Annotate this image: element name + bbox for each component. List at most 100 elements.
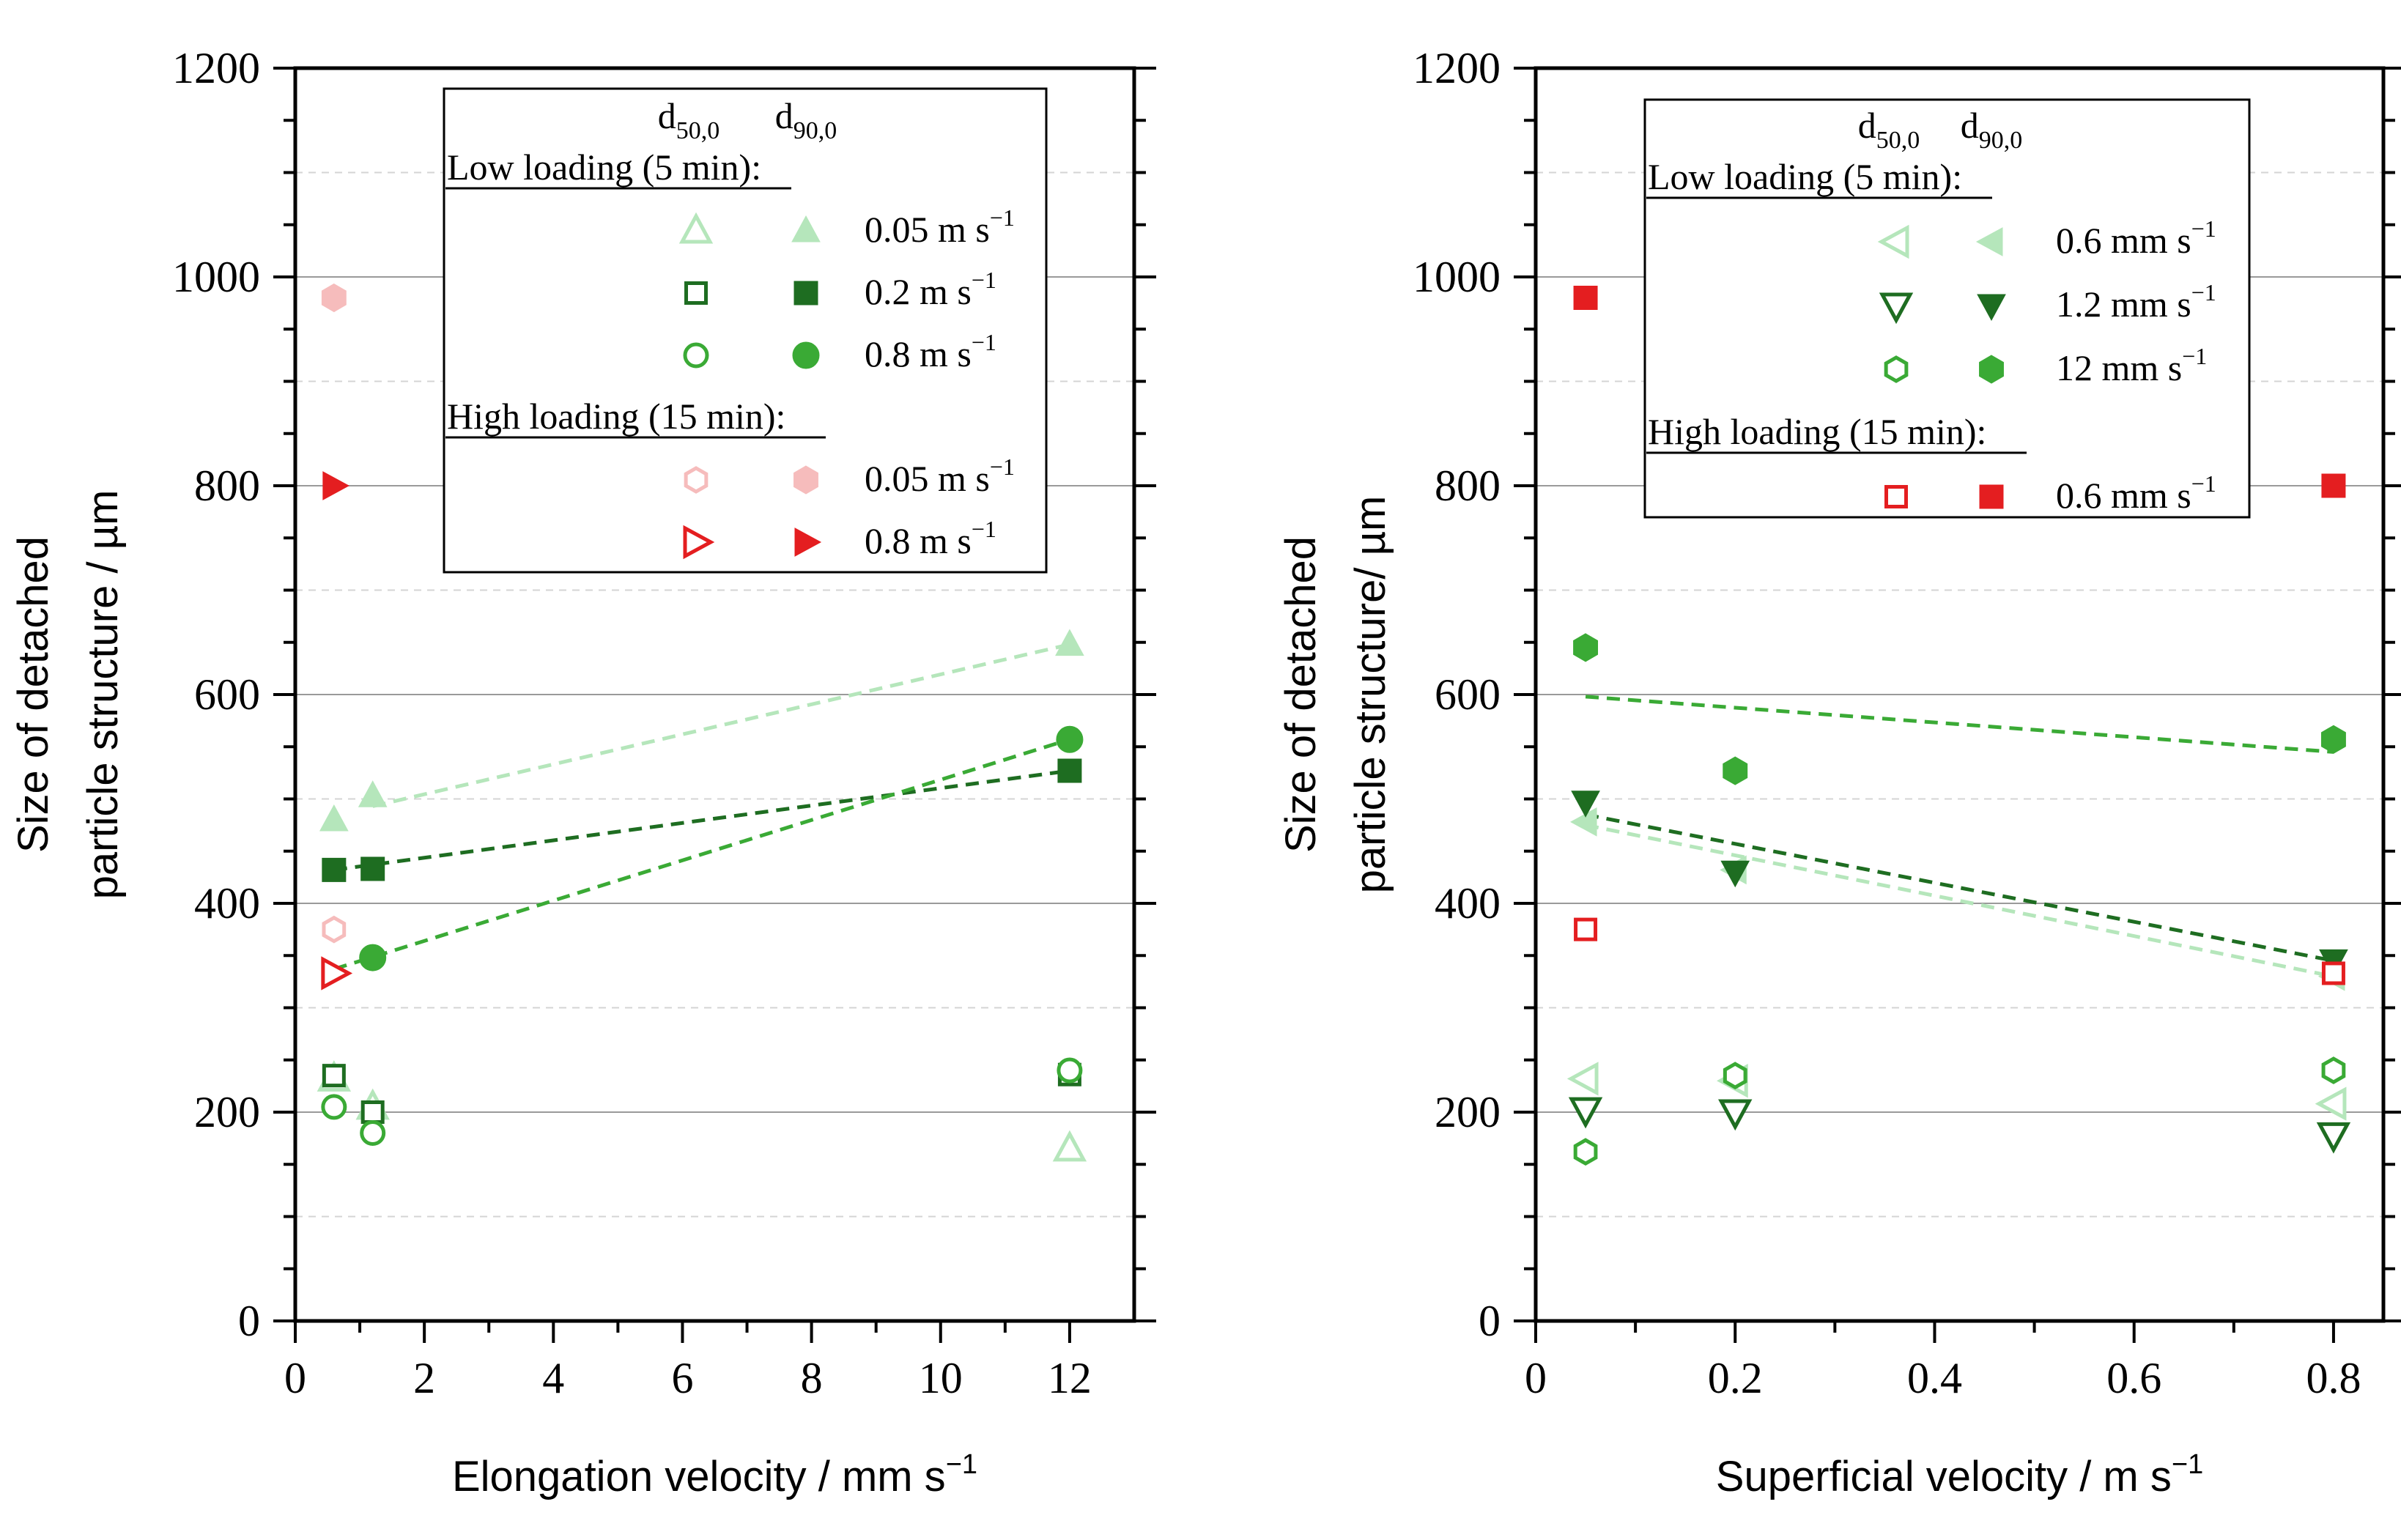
y-tick-label: 0 [1479, 1297, 1501, 1345]
data-point-circle-open [360, 1120, 386, 1146]
data-point-square [2321, 473, 2346, 498]
legend-marker-d90-hexagon [793, 465, 818, 495]
x-tick-label: 12 [1048, 1354, 1092, 1402]
y-axis-title-line2: particle structure / µm [79, 490, 127, 900]
data-point-triangle-down-open [2316, 1122, 2351, 1154]
x-tick-label: 8 [801, 1354, 823, 1402]
y-tick-label: 600 [194, 670, 260, 719]
y-tick-label: 1200 [1413, 44, 1501, 92]
chart-1: 0 200 400 600 800 1000 1200 0 2 4 6 8 10 12 Elongation… [10, 44, 1156, 1500]
y-tick-label: 0 [238, 1297, 260, 1345]
data-point-triangle-down [1571, 791, 1600, 818]
legend-entry-label: 0.6 mm s−1 [2056, 215, 2216, 261]
x-tick-label: 0.2 [1708, 1354, 1763, 1402]
legend-marker-d50-square-open [1884, 485, 1908, 508]
legend-entry-label: 0.05 m s−1 [865, 454, 1015, 499]
legend-marker-d50-circle-open [683, 342, 709, 369]
data-point-hexagon-open [1573, 1138, 1598, 1166]
legend-entry-label: 12 mm s−1 [2056, 343, 2207, 388]
legend-group-heading: Low loading (5 min): [447, 147, 761, 188]
data-point-triangle-up [358, 780, 388, 807]
legend-marker-d90-triangle-up [791, 215, 821, 243]
x-tick-label: 6 [671, 1354, 693, 1402]
x-tick-label: 0.8 [2306, 1354, 2361, 1402]
y-tick-label: 600 [1435, 670, 1501, 719]
y-axis-title-line2: particle structure/ µm [1347, 496, 1394, 894]
trendline [1585, 812, 2334, 963]
legend-marker-d50-triangle-left-open [1877, 224, 1909, 259]
data-point-triangle-right-open [321, 956, 353, 991]
x-tick-label: 0.4 [1907, 1354, 1962, 1402]
data-point-circle-open [321, 1094, 347, 1120]
data-point-hexagon-open [2321, 1056, 2346, 1084]
legend-marker-d90-triangle-left [1975, 227, 2003, 256]
legend-marker-d50-triangle-up-open [678, 212, 714, 244]
data-point-hexagon [1573, 633, 1599, 662]
legend-marker-d50-hexagon-open [684, 466, 709, 494]
x-tick-label: 2 [413, 1354, 435, 1402]
y-tick-label: 800 [1435, 462, 1501, 510]
data-point-hexagon-open [322, 915, 347, 944]
trendline [372, 643, 1070, 808]
legend-box [1643, 98, 2251, 519]
legend-box [443, 87, 1048, 574]
legend-marker-d90-circle [792, 341, 820, 369]
legend-entry-label: 0.6 mm s−1 [2056, 470, 2216, 516]
x-tick-label: 10 [919, 1354, 963, 1402]
trendline [1585, 823, 2334, 979]
data-point-square-open [322, 1064, 346, 1088]
y-tick-label: 800 [194, 462, 260, 510]
legend-marker-d90-square [793, 281, 818, 306]
legend-entry-label: 0.05 m s−1 [865, 204, 1015, 250]
data-point-hexagon [321, 283, 347, 313]
data-point-triangle-right [322, 471, 349, 500]
legend-marker-d50-triangle-down-open [1879, 292, 1914, 325]
legend-entry-label: 1.2 mm s−1 [2056, 279, 2216, 325]
y-axis-title-line1: Size of detached [10, 536, 57, 853]
x-tick-label: 0 [1525, 1354, 1547, 1402]
x-axis-title: Superficial velocity / m s−1 [1716, 1449, 2203, 1500]
data-point-circle [359, 944, 387, 971]
x-axis-title: Elongation velocity / mm s−1 [452, 1449, 977, 1500]
data-point-square [1057, 758, 1082, 783]
data-point-triangle-up [1055, 629, 1084, 656]
legend-marker-d90-hexagon [1979, 355, 2004, 384]
data-point-triangle-down-open [1718, 1099, 1753, 1131]
data-point-circle [1056, 725, 1084, 753]
y-tick-label: 400 [1435, 879, 1501, 928]
data-point-triangle-left-open [1566, 1062, 1599, 1096]
data-point-triangle-left [1570, 807, 1597, 837]
legend-marker-d90-triangle-down [1977, 294, 2006, 322]
legend-marker-d50-triangle-right-open [683, 525, 715, 560]
y-tick-label: 200 [1435, 1088, 1501, 1136]
legend-marker-d50-hexagon-open [1884, 355, 1909, 383]
legend-group-heading: High loading (15 min): [1648, 411, 1986, 452]
data-point-square [322, 857, 347, 882]
data-point-hexagon-open [1723, 1062, 1747, 1090]
legend-group-heading: Low loading (5 min): [1648, 156, 1962, 197]
y-tick-label: 400 [194, 879, 260, 928]
data-point-triangle-left-open [2315, 1086, 2347, 1121]
legend-group-heading: High loading (15 min): [447, 396, 785, 437]
x-tick-label: 0 [284, 1354, 306, 1402]
data-point-hexagon [1723, 756, 1748, 785]
legend-marker-d50-square-open [684, 281, 708, 305]
chart-2: 0 200 400 600 800 1000 1200 0 0.2 0.4 0.6 0.8 Superf… [1277, 44, 2401, 1500]
data-point-square-open [360, 1100, 385, 1124]
y-tick-label: 200 [194, 1088, 260, 1136]
y-tick-label: 1000 [1413, 253, 1501, 301]
legend-marker-d90-triangle-right [794, 527, 822, 557]
data-point-triangle-down [1720, 860, 1750, 888]
trendline [1585, 695, 2334, 754]
data-point-triangle-up [319, 804, 349, 832]
data-point-triangle-down-open [1568, 1097, 1603, 1129]
trendline [333, 737, 1070, 971]
y-axis-title-line1: Size of detached [1277, 536, 1325, 853]
x-tick-label: 4 [542, 1354, 564, 1402]
data-point-square [360, 856, 385, 881]
data-point-square [1573, 286, 1598, 310]
data-point-square-open [2321, 961, 2345, 985]
